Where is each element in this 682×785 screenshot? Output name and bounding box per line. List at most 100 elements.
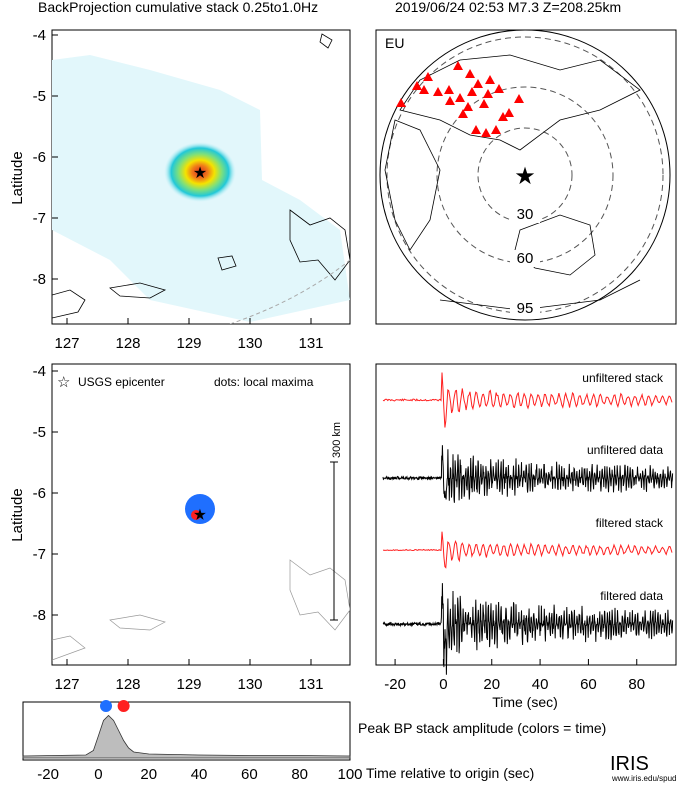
x-tick-label: 128 (115, 676, 140, 693)
iris-url: www.iris.edu/spud (611, 774, 676, 783)
station-triangle (458, 109, 468, 118)
trace-label: unfiltered data (587, 443, 663, 457)
station-triangle (423, 72, 433, 81)
x-tick-label: 60 (580, 676, 597, 693)
y-tick-label: -8 (33, 271, 46, 288)
coastline-faint (289, 559, 350, 631)
y-tick-label: -6 (33, 485, 46, 502)
legend-epicenter: USGS epicenter (78, 375, 165, 389)
ring-label-bg (510, 206, 540, 223)
trace-filtered-stack (382, 531, 673, 569)
trace-filtered-data (382, 583, 674, 675)
x-tick-label: -20 (37, 766, 59, 783)
station-triangle (465, 69, 475, 78)
iris-logo: IRIS (610, 753, 649, 775)
station-triangle (498, 112, 508, 121)
epicenter-star: ★ (193, 165, 207, 182)
x-tick-label: 130 (237, 335, 262, 352)
legend-star: ☆ (57, 374, 70, 391)
time-dot (117, 700, 130, 712)
x-tick-label: 129 (176, 676, 201, 693)
top-left-map-panel: ★ 127 128 129 130 131 -4 -5 -6 -7 -8 Latitude (9, 27, 351, 352)
y-tick-label: -5 (33, 424, 46, 441)
ring-label-bg (510, 250, 540, 267)
station-triangle (473, 79, 483, 88)
x-tick-label: 100 (337, 766, 362, 783)
trace-label: filtered data (600, 589, 663, 603)
left-title: BackProjection cumulative stack 0.25to1.… (38, 0, 318, 15)
ylabel-bottom: Latitude (9, 488, 26, 541)
ring-label: 95 (517, 300, 534, 317)
epicenter-star-white: ★ (194, 507, 206, 522)
scale-label: 300 km (331, 422, 343, 458)
ring-label: 60 (517, 250, 534, 267)
station-triangle (453, 61, 463, 70)
station-triangle (444, 85, 454, 94)
right-title: 2019/06/24 02:53 M7.3 Z=208.25km (395, 0, 621, 15)
coastline (217, 255, 237, 271)
x-tick-label: 80 (291, 766, 308, 783)
x-tick-label: 130 (237, 676, 262, 693)
trace-label: unfiltered stack (582, 371, 664, 385)
y-tick-label: -7 (33, 210, 46, 227)
peak-title: Peak BP stack amplitude (colors = time) (358, 720, 606, 736)
x-tick-label: 20 (140, 766, 157, 783)
y-tick-label: -6 (33, 149, 46, 166)
eu-label: EU (385, 35, 404, 51)
source-star: ★ (514, 163, 536, 190)
x-tick-label: 20 (483, 676, 500, 693)
continent-antarctica (439, 279, 641, 311)
station-triangle (491, 125, 501, 134)
dashed-ring (229, 259, 350, 324)
station-triangle (433, 87, 443, 96)
station-triangle (481, 128, 491, 137)
ring-label-bg (510, 300, 540, 317)
station-triangle (396, 98, 406, 107)
x-tick-label: 131 (298, 335, 323, 352)
coastline-faint (109, 614, 166, 631)
y-tick-label: -4 (33, 27, 46, 44)
ring-60 (436, 86, 614, 264)
y-tick-label: -7 (33, 546, 46, 563)
x-tick-label: 127 (54, 676, 79, 693)
y-tick-label: -4 (33, 363, 46, 380)
ring-label: 30 (517, 206, 534, 223)
trace-unfiltered-stack (382, 372, 673, 428)
station-triangle (445, 96, 455, 105)
continent-eurasia (399, 54, 641, 151)
x-tick-label: 80 (628, 676, 645, 693)
trace-unfiltered-data (382, 445, 674, 503)
station-triangle (467, 87, 477, 96)
station-triangle (463, 102, 473, 111)
trace-label: filtered stack (596, 516, 664, 530)
station-triangle (483, 89, 493, 98)
x-tick-label: 131 (298, 676, 323, 693)
peak-xlabel: Time relative to origin (sec) (366, 765, 534, 781)
x-tick-label: 0 (439, 676, 447, 693)
coastline-faint (52, 635, 86, 661)
station-triangle (514, 94, 524, 103)
peak-amplitude-panel: -20 0 20 40 60 80 100 Peak BP stack amplitude … (22, 700, 606, 783)
x-tick-label: -20 (384, 676, 406, 693)
y-tick-label: -5 (33, 88, 46, 105)
coastline (289, 209, 350, 281)
x-tick-label: 60 (241, 766, 258, 783)
globe-outline (379, 30, 671, 321)
coastline (52, 289, 86, 319)
amplitude-area (22, 714, 351, 759)
x-tick-label: 0 (94, 766, 102, 783)
station-triangle (455, 93, 465, 102)
coastline (109, 282, 167, 299)
station-triangle (479, 99, 489, 108)
seismogram-panel: unfiltered stack unfiltered data filtere… (375, 363, 677, 710)
ring-95 (386, 36, 664, 314)
xlabel-time: Time (sec) (492, 694, 558, 710)
hotspot (164, 142, 236, 202)
continent-africa (384, 119, 441, 251)
legend-dots: dots: local maxima (214, 375, 314, 389)
station-triangle (485, 75, 495, 84)
x-tick-label: 40 (532, 676, 549, 693)
x-tick-label: 127 (54, 335, 79, 352)
station-triangle (494, 84, 504, 93)
station-triangle (471, 125, 481, 134)
